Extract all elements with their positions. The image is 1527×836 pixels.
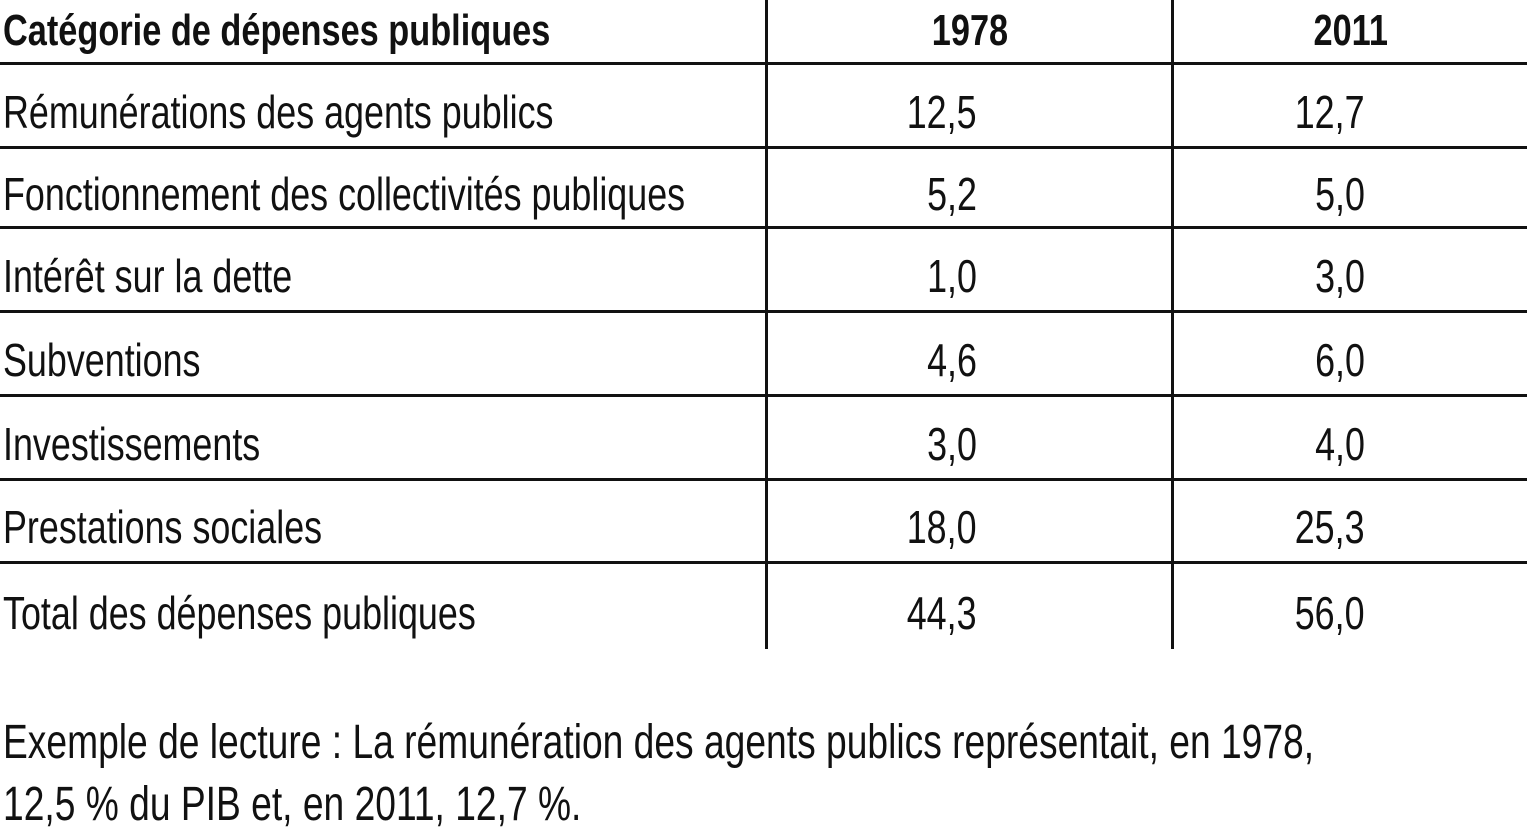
value-2011-cell-text: 4,0: [1315, 417, 1365, 470]
value-1978-cell-text: 3,0: [927, 417, 977, 470]
header-1978-label: 1978: [931, 6, 1008, 55]
category-cell-text: Prestations sociales: [3, 501, 323, 553]
expenditure-table: Catégorie de dépenses publiques 1978 201…: [0, 0, 1527, 649]
value-2011-cell-text: 25,3: [1295, 501, 1365, 553]
value-1978-cell-text: 18,0: [907, 501, 977, 553]
value-1978-cell-text: 5,2: [927, 167, 977, 220]
header-category-label: Catégorie de dépenses publiques: [3, 6, 551, 55]
table-row: Total des dépenses publiques 44,3 56,0: [0, 564, 1527, 649]
value-2011-cell: 25,3: [1171, 481, 1527, 561]
category-cell-text: Rémunérations des agents publics: [3, 85, 554, 138]
category-cell: Fonctionnement des collectivités publiqu…: [0, 149, 765, 226]
header-2011: 2011: [1171, 0, 1527, 62]
value-2011-cell: 56,0: [1171, 564, 1527, 649]
header-1978: 1978: [765, 0, 1171, 62]
category-cell-text: Subventions: [3, 333, 201, 386]
category-cell: Prestations sociales: [0, 481, 765, 561]
category-cell: Investissements: [0, 397, 765, 478]
value-1978-cell: 12,5: [765, 65, 1171, 146]
value-1978-cell: 4,6: [765, 313, 1171, 394]
value-2011-cell-text: 5,0: [1315, 167, 1365, 220]
value-2011-cell: 6,0: [1171, 313, 1527, 394]
category-cell: Subventions: [0, 313, 765, 394]
note-line-1: Exemple de lecture : La rémunération des…: [3, 716, 1315, 769]
category-cell-text: Fonctionnement des collectivités publiqu…: [3, 167, 686, 220]
category-cell-text: Investissements: [3, 417, 261, 470]
value-2011-cell: 4,0: [1171, 397, 1527, 478]
header-row: Catégorie de dépenses publiques 1978 201…: [0, 0, 1527, 65]
note-line-2: 12,5 % du PIB et, en 2011, 12,7 %.: [3, 778, 582, 831]
table-row: Prestations sociales 18,0 25,3: [0, 481, 1527, 564]
table-row: Intérêt sur la dette 1,0 3,0: [0, 229, 1527, 313]
value-2011-cell: 3,0: [1171, 229, 1527, 310]
value-1978-cell: 44,3: [765, 564, 1171, 649]
value-1978-cell-text: 44,3: [907, 586, 977, 639]
value-1978-cell-text: 1,0: [927, 249, 977, 302]
value-2011-cell: 12,7: [1171, 65, 1527, 146]
table-row: Subventions 4,6 6,0: [0, 313, 1527, 397]
table-row: Investissements 3,0 4,0: [0, 397, 1527, 481]
reading-example-note: Exemple de lecture : La rémunération des…: [3, 712, 1527, 836]
category-cell-text: Intérêt sur la dette: [3, 249, 293, 302]
value-2011-cell-text: 12,7: [1295, 85, 1365, 138]
header-category: Catégorie de dépenses publiques: [0, 0, 765, 62]
category-cell-text: Total des dépenses publiques: [3, 586, 476, 639]
category-cell: Rémunérations des agents publics: [0, 65, 765, 146]
table-row: Fonctionnement des collectivités publiqu…: [0, 149, 1527, 229]
value-1978-cell: 18,0: [765, 481, 1171, 561]
value-2011-cell-text: 56,0: [1295, 586, 1365, 639]
value-1978-cell-text: 4,6: [927, 333, 977, 386]
value-2011-cell: 5,0: [1171, 149, 1527, 226]
category-cell: Intérêt sur la dette: [0, 229, 765, 310]
table-row: Rémunérations des agents publics 12,5 12,7: [0, 65, 1527, 149]
value-1978-cell: 5,2: [765, 149, 1171, 226]
value-2011-cell-text: 6,0: [1315, 333, 1365, 386]
value-2011-cell-text: 3,0: [1315, 249, 1365, 302]
value-1978-cell: 1,0: [765, 229, 1171, 310]
value-1978-cell: 3,0: [765, 397, 1171, 478]
value-1978-cell-text: 12,5: [907, 85, 977, 138]
category-cell: Total des dépenses publiques: [0, 564, 765, 649]
header-2011-label: 2011: [1313, 6, 1388, 55]
